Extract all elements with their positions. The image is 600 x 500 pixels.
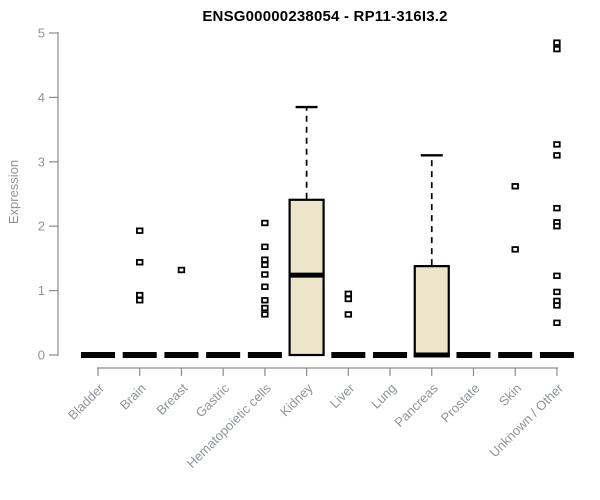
flat-box-bar [373, 352, 408, 358]
outlier-point [136, 227, 144, 234]
outlier-point [344, 290, 353, 298]
outlier-point [553, 288, 561, 296]
x-tick-label: Brain [117, 381, 149, 413]
iqr-box [413, 265, 450, 357]
outlier-point [261, 271, 269, 278]
outlier-point [553, 141, 561, 148]
outlier-point [511, 183, 519, 190]
outlier-point [553, 152, 561, 159]
outlier-point [261, 261, 269, 269]
y-tick-label: 1 [38, 283, 45, 298]
outlier-point [136, 291, 144, 299]
outlier-point [136, 297, 144, 304]
outlier-point [553, 272, 561, 279]
x-tick-label: Pancreas [391, 380, 441, 430]
flat-box-bar [331, 352, 366, 358]
y-tick-label: 2 [38, 219, 45, 234]
y-tick-label: 3 [38, 154, 45, 169]
outlier-point [136, 259, 144, 266]
chart-title: ENSG00000238054 - RP11-316I3.2 [202, 8, 448, 25]
outlier-point [344, 311, 353, 318]
x-tick-label: Breast [153, 380, 190, 417]
y-tick-label: 4 [38, 90, 45, 105]
outlier-point [261, 243, 269, 251]
x-tick-label: Gastric [193, 380, 233, 420]
flat-box-bar [498, 352, 533, 358]
flat-box-bar [456, 352, 491, 358]
outlier-point [553, 204, 561, 212]
outlier-point [261, 283, 269, 290]
outlier-point [261, 297, 269, 304]
outlier-point [553, 39, 561, 46]
outlier-point [261, 256, 269, 263]
x-tick-label: Skin [496, 381, 524, 409]
x-tick-label: Lung [368, 381, 399, 412]
y-tick-label: 5 [38, 26, 45, 41]
flat-box-bar [164, 352, 199, 358]
outlier-point [553, 302, 561, 309]
median-line [413, 352, 450, 358]
outlier-point [261, 311, 269, 318]
flat-box-bar [81, 352, 115, 358]
y-tick-label: 0 [38, 348, 45, 363]
outlier-point [261, 219, 269, 227]
outlier-point [177, 266, 186, 274]
median-line [288, 272, 325, 278]
flat-box-bar [206, 352, 241, 358]
outlier-point [511, 246, 519, 253]
x-tick-label: Liver [327, 380, 358, 411]
flat-box-bar [122, 352, 157, 358]
x-tick-label: Bladder [65, 380, 108, 423]
flat-box-bar [539, 352, 574, 358]
x-tick-label: Unknown / Other [486, 380, 566, 460]
x-tick-label: Prostate [438, 381, 483, 426]
x-tick-label: Kidney [277, 380, 316, 419]
outlier-point [553, 222, 561, 230]
outlier-point [553, 45, 561, 53]
outlier-point [344, 295, 353, 303]
flat-box-bar [247, 352, 282, 358]
outlier-point [553, 319, 561, 326]
outlier-point [261, 304, 269, 312]
